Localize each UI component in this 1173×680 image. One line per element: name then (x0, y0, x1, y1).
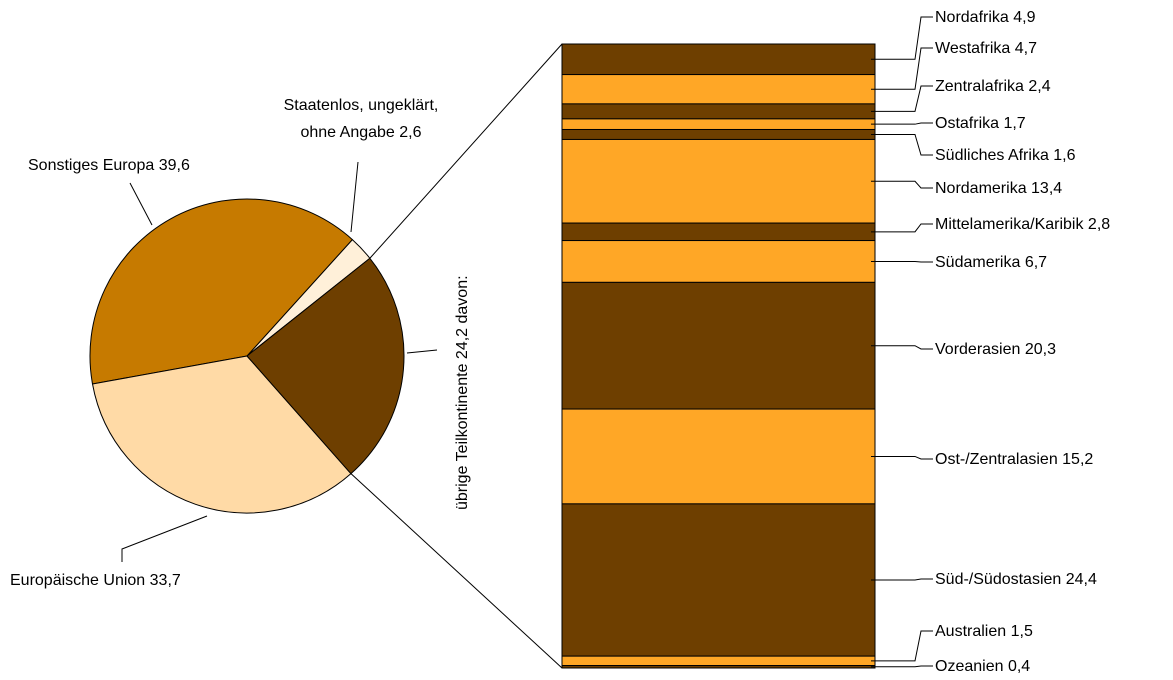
bar-label-ost-zentralasien: Ost-/Zentralasien 15,2 (935, 451, 1093, 468)
bar-label-sued-suedostasien: Süd-/Südostasien 24,4 (935, 571, 1097, 588)
bar-label-ostafrika-leader (871, 122, 933, 125)
bar-segment-nordafrika (561, 43, 876, 76)
pie-label-sonstiges-europa-line: Sonstiges Europa 39,6 (28, 157, 190, 174)
bar-segment-suedliches-afrika (561, 128, 876, 140)
bar-segment-nordamerika (561, 138, 876, 224)
pie-label-sonstiges-europa: Sonstiges Europa 39,6 (28, 157, 190, 174)
bar-segment-mittelamerika-karibik (561, 222, 876, 242)
bar-label-suedamerika: Südamerika 6,7 (935, 254, 1047, 271)
bar-label-suedamerika-leader (871, 260, 933, 263)
bar-segment-suedamerika (561, 240, 876, 283)
bar-label-ost-zentralasien-leader (871, 455, 933, 460)
bar-label-ozeanien-leader (871, 665, 933, 668)
pie-label-staatenlos-ungeklaert-ohne-angabe-line: ohne Angabe 2,6 (300, 124, 421, 141)
bar-label-westafrika-leader (871, 47, 933, 90)
bar-label-zentralafrika-leader (871, 85, 933, 112)
bar-label-zentralafrika: Zentralafrika 2,4 (935, 78, 1051, 95)
bar-segment-zentralafrika (561, 103, 876, 120)
bar-segment-australien (561, 655, 876, 667)
pie-slice-uebrige-teilkontinente (246, 257, 405, 475)
connector-line-bottom (350, 473, 563, 669)
bar-segment-ost-zentralasien (561, 408, 876, 505)
bar-segment-westafrika (561, 74, 876, 105)
bar-label-sued-suedostasien-leader (871, 578, 933, 581)
bar-label-mittelamerika-karibik-leader (871, 223, 933, 233)
bar-label-nordamerika: Nordamerika 13,4 (935, 180, 1062, 197)
exploded-slice-label-leader (406, 349, 438, 354)
pie-slice-sonstiges-europa (89, 198, 354, 385)
bar-segment-vorderasien (561, 281, 876, 410)
bar-label-ozeanien: Ozeanien 0,4 (935, 658, 1030, 675)
stacked-bar (561, 43, 876, 669)
pie-bar-connector-lines (350, 43, 563, 669)
pie-label-europaeische-union-line: Europäische Union 33,7 (10, 572, 181, 589)
bar-label-australien-leader (871, 630, 933, 662)
pie-label-sonstiges-europa-leader (129, 182, 153, 226)
segment-labels: Staatenlos, ungeklärt, ohne Angabe 2,6 Son… (10, 9, 1110, 675)
bar-label-vorderasien-leader (871, 345, 933, 350)
bar-label-westafrika: Westafrika 4,7 (935, 40, 1037, 57)
bar-label-nordamerika-leader (871, 180, 933, 189)
connector-line-top (369, 43, 563, 259)
bar-label-suedliches-afrika-leader (871, 133, 933, 156)
bar-label-nordafrika-leader (871, 16, 933, 60)
bar-label-mittelamerika-karibik: Mittelamerika/Karibik 2,8 (935, 216, 1110, 233)
bar-label-suedliches-afrika: Südliches Afrika 1,6 (935, 147, 1076, 164)
pie-label-europaeische-union-leader (121, 515, 208, 562)
bar-label-ostafrika: Ostafrika 1,7 (935, 115, 1026, 132)
bar-segment-sued-suedostasien (561, 503, 876, 657)
bar-label-vorderasien: Vorderasien 20,3 (935, 341, 1056, 358)
pie-label-staatenlos-ungeklaert-ohne-angabe-leader (350, 161, 359, 233)
exploded-slice-label: übrige Teilkontinente 24,2 davon: (454, 275, 471, 510)
bar-label-australien: Australien 1,5 (935, 623, 1033, 640)
bar-segment-ozeanien (561, 665, 876, 669)
pie-chart (89, 198, 405, 514)
pie-label-staatenlos-ungeklaert-ohne-angabe: Staatenlos, ungeklärt, ohne Angabe 2,6 (284, 97, 439, 141)
bar-segment-ostafrika (561, 118, 876, 130)
pie-slice-europaeische-union (91, 355, 352, 514)
bar-label-nordafrika: Nordafrika 4,9 (935, 9, 1036, 26)
pie-label-staatenlos-ungeklaert-ohne-angabe-line: Staatenlos, ungeklärt, (284, 97, 439, 114)
pie-label-europaeische-union: Europäische Union 33,7 (10, 572, 181, 589)
